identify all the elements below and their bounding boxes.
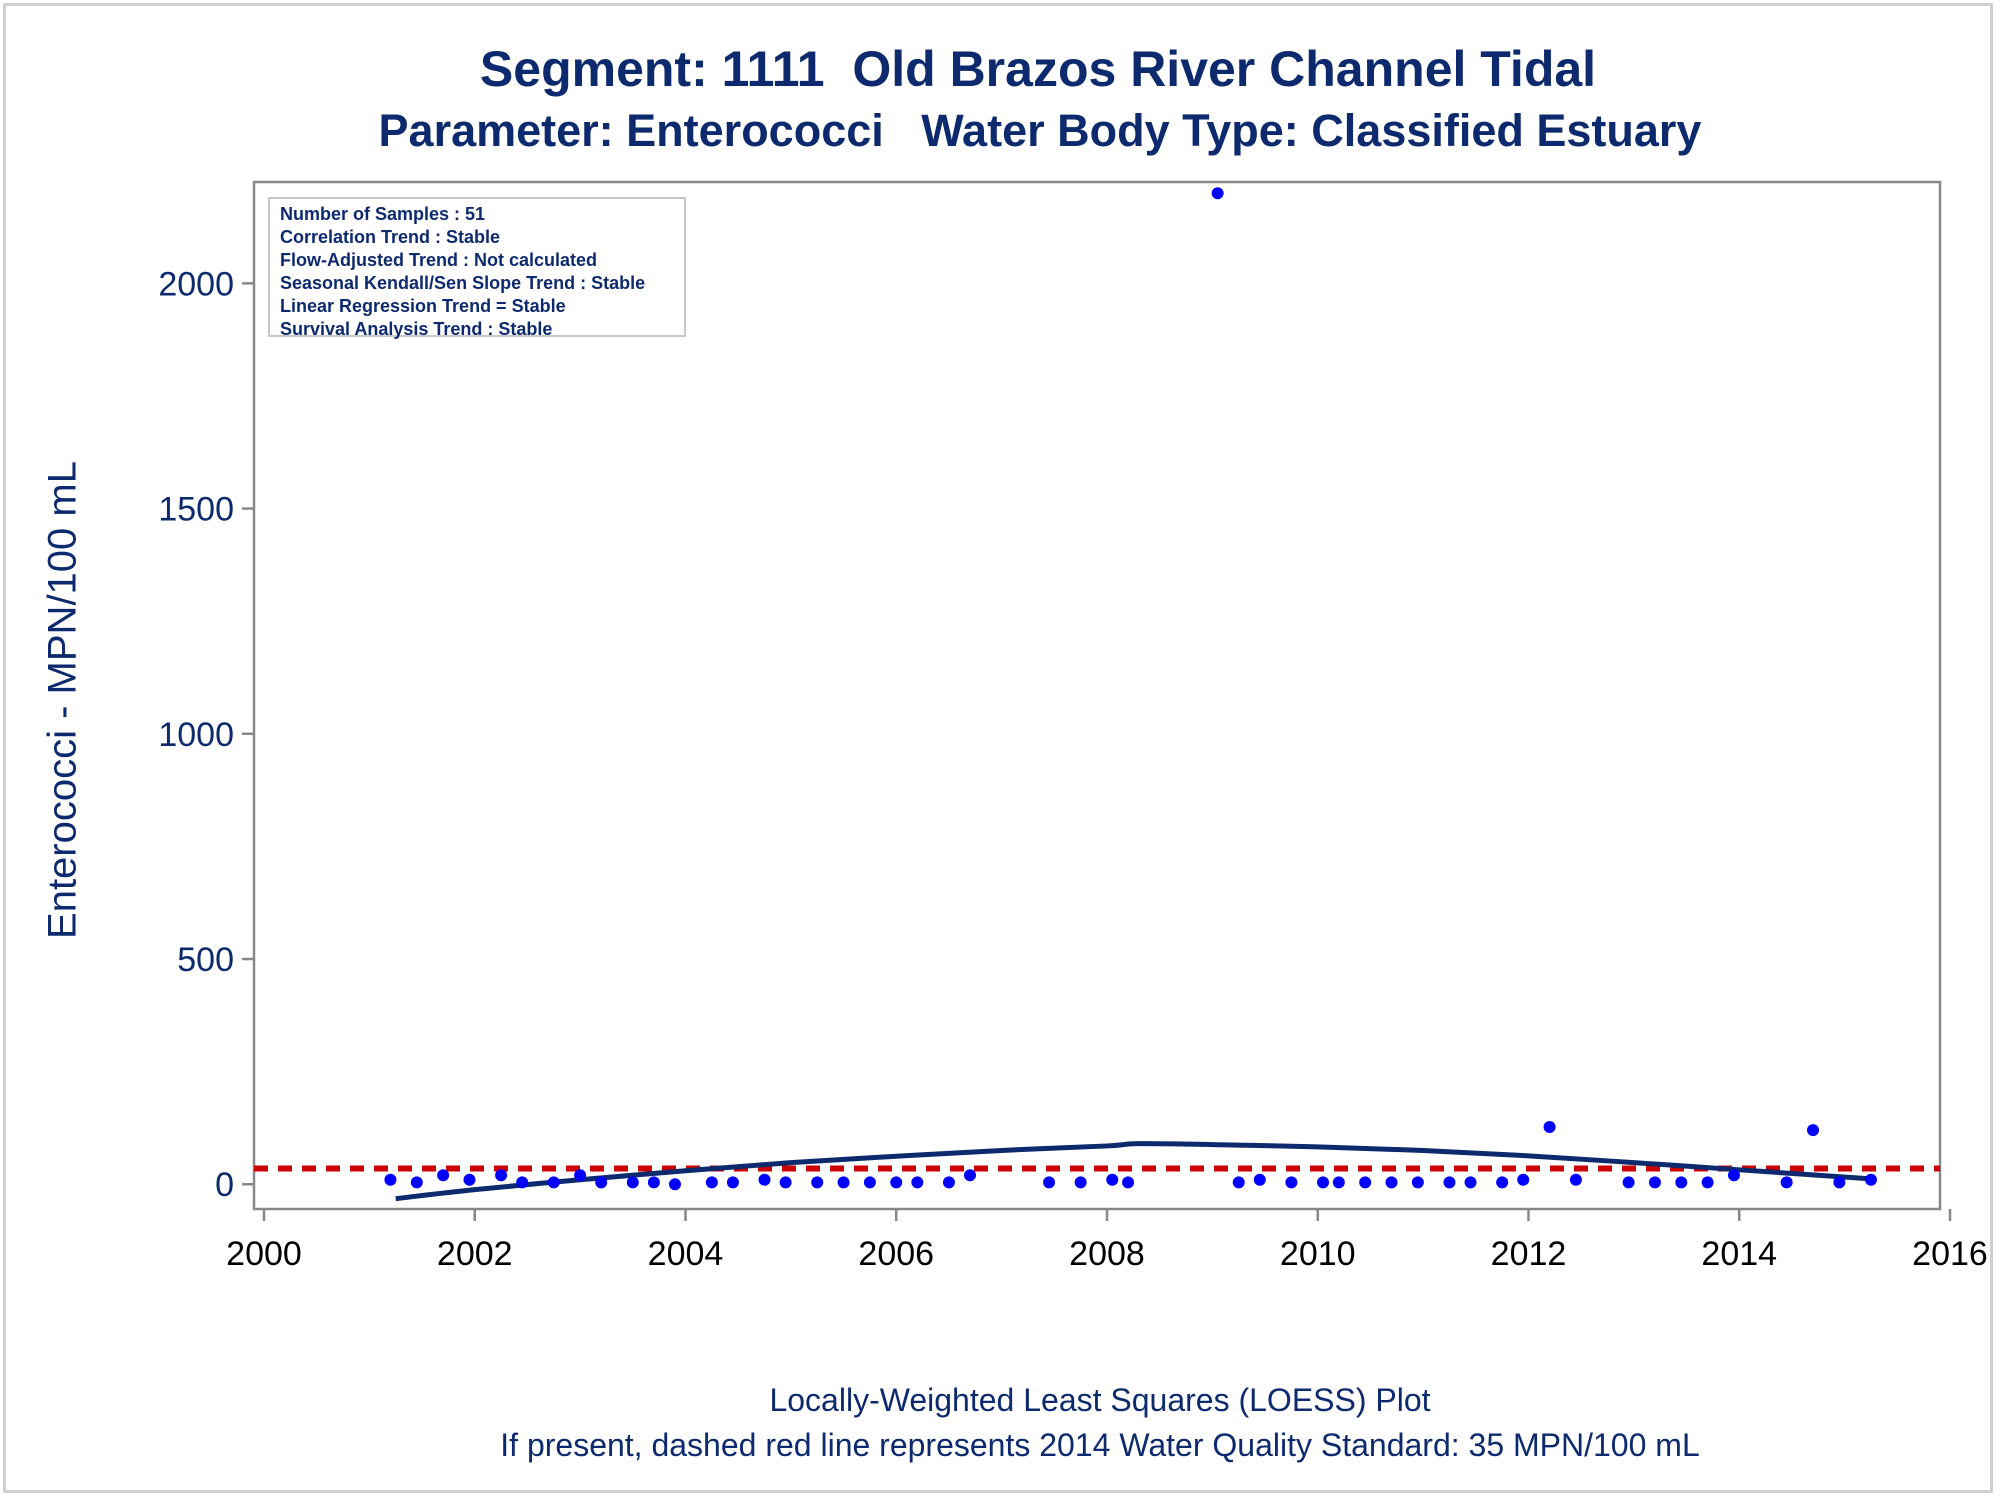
data-point (1317, 1176, 1330, 1189)
x-tick-label: 2000 (226, 1235, 302, 1273)
x-tick-label: 2010 (1280, 1235, 1356, 1273)
plot-border (252, 180, 1942, 1211)
stat-correlation: Correlation Trend : Stable (280, 227, 501, 247)
stat-flow-adjusted: Flow-Adjusted Trend : Not calculated (280, 250, 598, 270)
data-point (1106, 1173, 1119, 1186)
stat-survival-analysis: Survival Analysis Trend : Stable (280, 319, 553, 339)
x-tick-label: 2014 (1701, 1235, 1777, 1273)
data-point (1385, 1176, 1398, 1189)
data-point (964, 1169, 977, 1182)
y-tick-label: 1500 (158, 491, 234, 529)
chart-title: Segment: 1111 Old Brazos River Channel T… (479, 41, 1597, 97)
data-point (779, 1176, 792, 1189)
data-point (1122, 1176, 1135, 1189)
data-point (547, 1176, 560, 1189)
data-point (1332, 1176, 1345, 1189)
x-tick-label: 2006 (858, 1235, 934, 1273)
x-tick-label: 2016 (1912, 1235, 1988, 1273)
data-point (1359, 1176, 1372, 1189)
data-point (1864, 1173, 1877, 1186)
data-point (384, 1173, 397, 1186)
data-point (1443, 1176, 1456, 1189)
data-point (1285, 1176, 1298, 1189)
data-point (647, 1176, 660, 1189)
data-point (837, 1176, 850, 1189)
x-tick-label: 2002 (437, 1235, 513, 1273)
x-tick-label: 2012 (1491, 1235, 1567, 1273)
data-point (1411, 1176, 1424, 1189)
data-point (1780, 1176, 1793, 1189)
footnote-standard: If present, dashed red line represents 2… (500, 1427, 1700, 1463)
loess-group (395, 1141, 1872, 1202)
data-point (1807, 1124, 1820, 1137)
data-point (1211, 187, 1224, 200)
data-point (626, 1176, 639, 1189)
data-point (811, 1176, 824, 1189)
data-point (1622, 1176, 1635, 1189)
data-point (1232, 1176, 1245, 1189)
data-point (1074, 1176, 1087, 1189)
x-tick-label: 2004 (648, 1235, 724, 1273)
data-point (1701, 1176, 1714, 1189)
data-point (942, 1176, 955, 1189)
data-point (595, 1176, 608, 1189)
data-point (1727, 1169, 1740, 1182)
data-point (1464, 1176, 1477, 1189)
data-point (410, 1176, 423, 1189)
data-point (1543, 1121, 1556, 1134)
y-tick-label: 2000 (158, 265, 234, 303)
data-point (1253, 1173, 1266, 1186)
data-point (1496, 1176, 1509, 1189)
axes: 0 500 1000 1500 2000 2000 2002 2004 2006 2008 2010… (158, 180, 1988, 1273)
data-point (1648, 1176, 1661, 1189)
data-point (668, 1178, 681, 1191)
data-point (516, 1176, 529, 1189)
stat-seasonal-kendall: Seasonal Kendall/Sen Slope Trend : Stabl… (280, 273, 646, 293)
data-point (437, 1169, 450, 1182)
data-point (705, 1176, 718, 1189)
stat-samples: Number of Samples : 51 (280, 204, 486, 224)
data-point (1675, 1176, 1688, 1189)
chart-frame (3, 3, 1993, 1493)
loess-line (395, 1141, 1872, 1202)
footnote-loess: Locally-Weighted Least Squares (LOESS) P… (769, 1382, 1431, 1418)
data-point (495, 1169, 508, 1182)
x-tick-label: 2008 (1069, 1235, 1145, 1273)
data-point (1833, 1176, 1846, 1189)
y-tick-label: 500 (177, 941, 234, 979)
data-point (1043, 1176, 1056, 1189)
y-tick-label: 0 (215, 1166, 234, 1204)
data-point (574, 1169, 587, 1182)
stat-linear-regression: Linear Regression Trend = Stable (280, 296, 566, 316)
data-point (863, 1176, 876, 1189)
y-tick-label: 1000 (158, 716, 234, 754)
data-point (1569, 1173, 1582, 1186)
data-point (1517, 1173, 1530, 1186)
data-point (726, 1176, 739, 1189)
data-point (911, 1176, 924, 1189)
data-point (463, 1173, 476, 1186)
points-group (384, 187, 1877, 1191)
stats-legend-box: Number of Samples : 51 Correlation Trend… (268, 197, 686, 339)
data-point (758, 1173, 771, 1186)
data-point (890, 1176, 903, 1189)
chart-subtitle: Parameter: Enterococci Water Body Type: … (378, 105, 1702, 156)
